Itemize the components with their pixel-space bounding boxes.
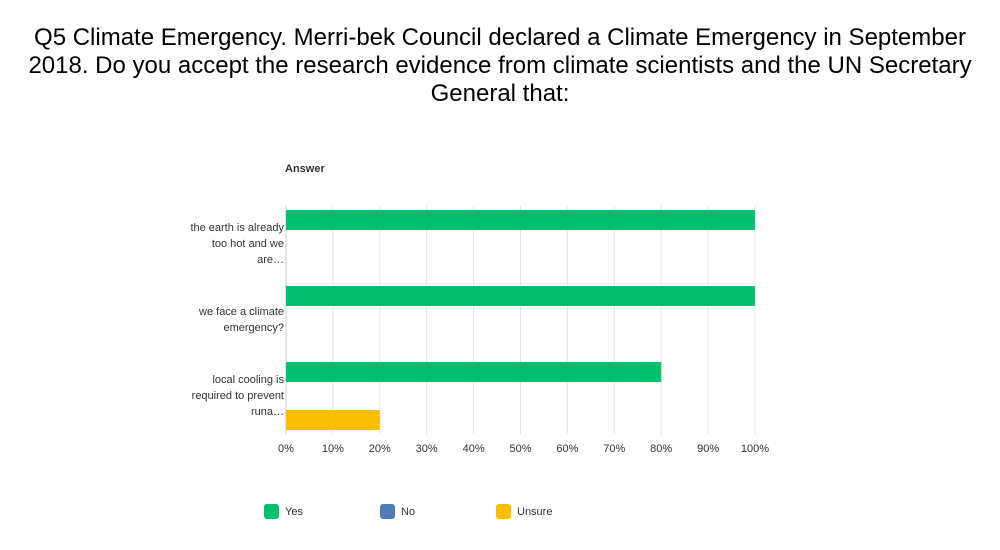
x-tick-label: 30% — [416, 443, 438, 455]
x-tick-label: 100% — [741, 443, 769, 455]
x-tick-label: 10% — [322, 443, 344, 455]
legend-label: No — [401, 506, 415, 518]
y-tick-label: we face a climate emergency? — [199, 306, 284, 334]
x-tick-label: 90% — [697, 443, 719, 455]
y-tick-label: the earth is already too hot and we are… — [190, 222, 284, 266]
bar — [286, 210, 755, 230]
bar — [286, 286, 755, 306]
x-tick-label: 70% — [603, 443, 625, 455]
bar — [286, 362, 662, 382]
x-tick-label: 50% — [509, 443, 531, 455]
legend-swatch — [264, 504, 279, 519]
legend-label: Yes — [285, 506, 303, 518]
x-tick-label: 20% — [369, 443, 391, 455]
chart-title: Q5 Climate Emergency. Merri-bek Council … — [28, 24, 972, 107]
legend-swatch — [496, 504, 511, 519]
x-tick-label: 40% — [463, 443, 485, 455]
bar — [286, 410, 380, 430]
x-tick-label: 80% — [650, 443, 672, 455]
x-tick-label: 0% — [278, 443, 294, 455]
x-tick-label: 60% — [556, 443, 578, 455]
legend-label: Unsure — [517, 506, 552, 518]
axis-title: Answer — [285, 163, 325, 175]
legend-swatch — [380, 504, 395, 519]
y-tick-label: local cooling is required to prevent run… — [191, 374, 284, 418]
